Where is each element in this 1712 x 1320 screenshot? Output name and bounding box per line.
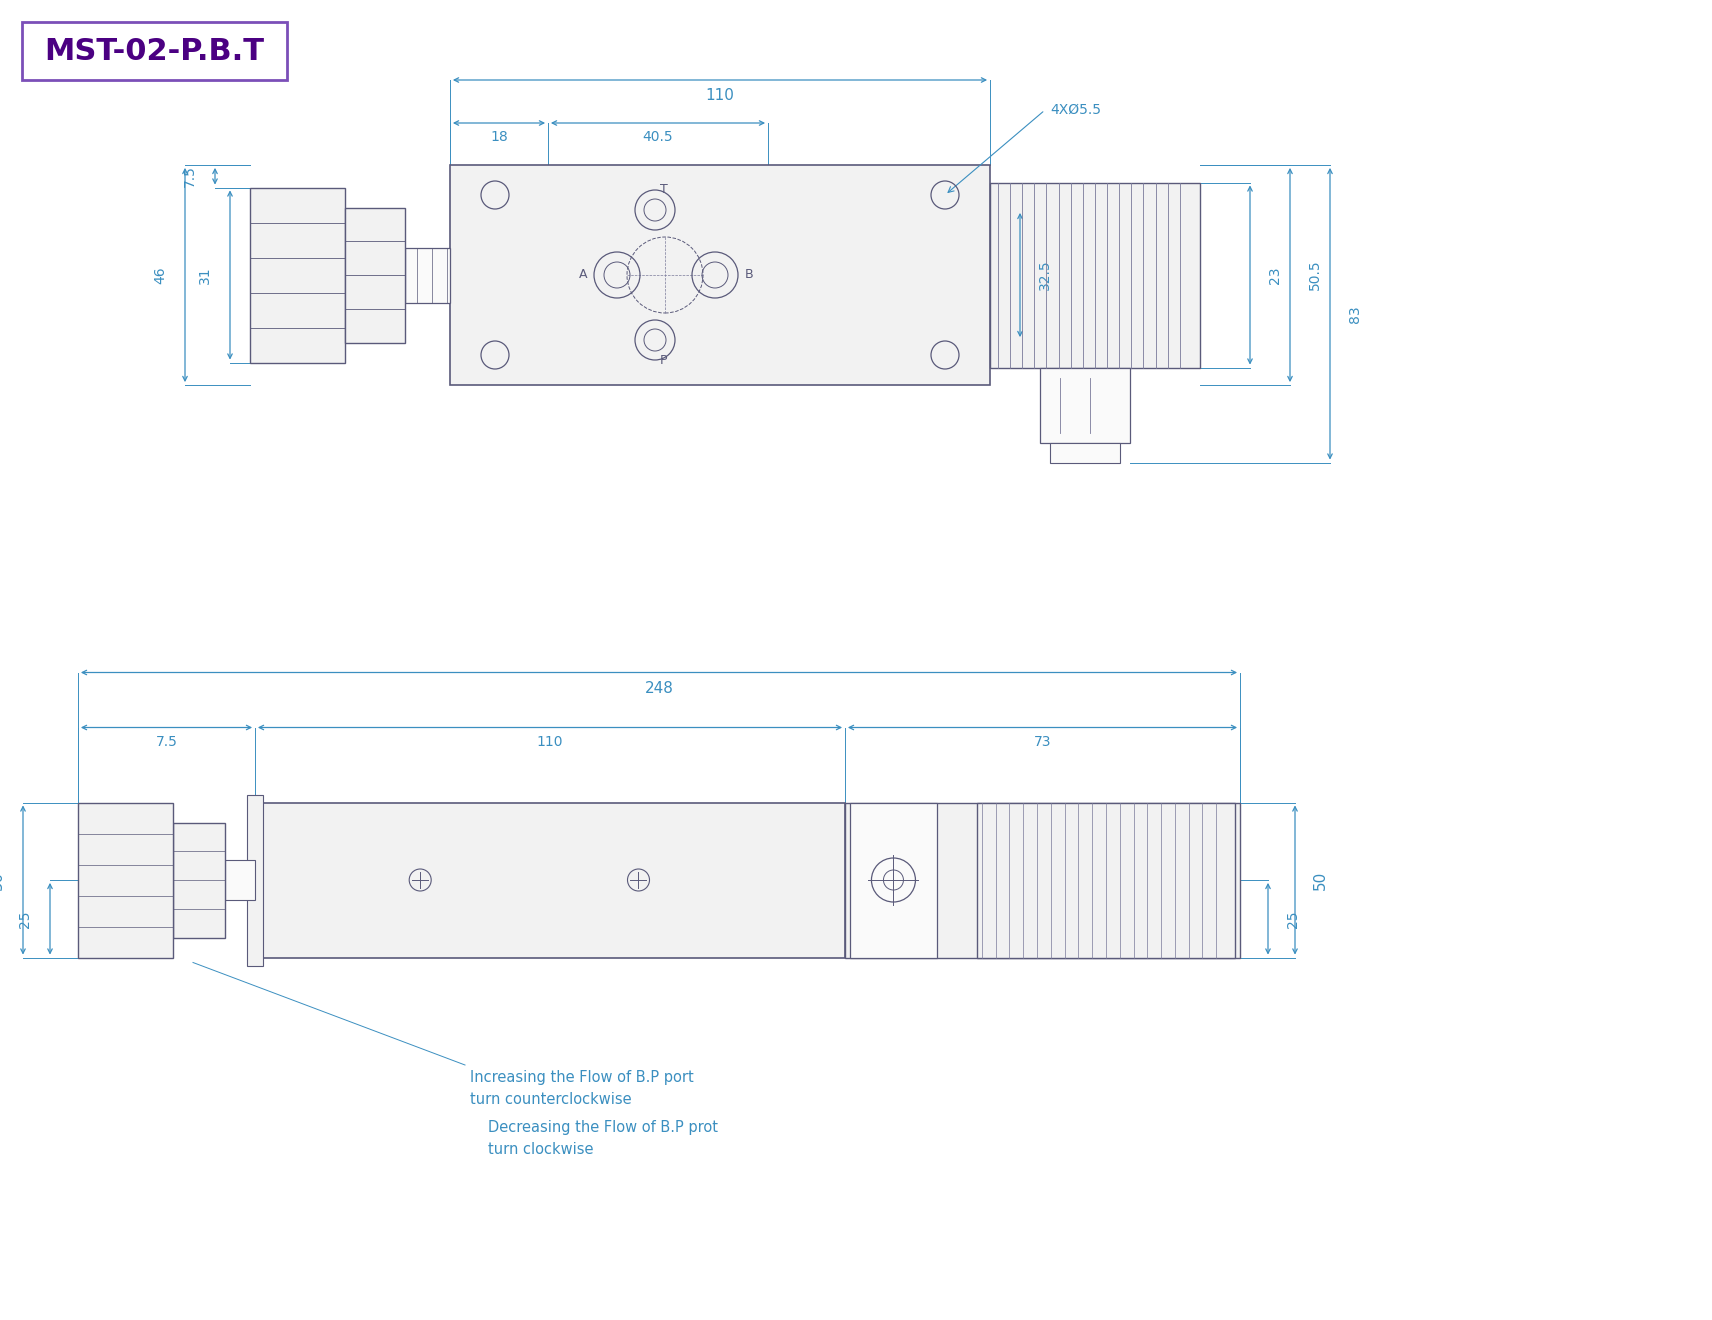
Text: Decreasing the Flow of B.P prot: Decreasing the Flow of B.P prot: [488, 1119, 717, 1135]
Bar: [79, 803, 173, 957]
Text: A: A: [579, 268, 587, 281]
Bar: [849, 803, 936, 957]
Bar: [450, 165, 990, 385]
Text: B: B: [745, 268, 753, 281]
Text: 40.5: 40.5: [642, 129, 673, 144]
Text: 110: 110: [705, 88, 734, 103]
Bar: [247, 795, 264, 965]
Text: 73: 73: [1034, 734, 1051, 748]
Text: 23: 23: [1269, 267, 1282, 284]
Bar: [978, 803, 1234, 957]
Bar: [1039, 367, 1130, 442]
Bar: [346, 207, 406, 342]
Text: Increasing the Flow of B.P port: Increasing the Flow of B.P port: [471, 1071, 693, 1085]
Text: 4XØ5.5: 4XØ5.5: [1049, 103, 1101, 117]
Bar: [255, 803, 846, 957]
Bar: [173, 822, 224, 937]
Bar: [224, 861, 255, 900]
Text: 25: 25: [19, 909, 33, 928]
Bar: [990, 182, 1200, 367]
Text: 18: 18: [490, 129, 508, 144]
Text: 50.5: 50.5: [1308, 260, 1322, 290]
Bar: [250, 187, 346, 363]
Bar: [1049, 442, 1120, 462]
Bar: [846, 803, 1239, 957]
Text: 7.5: 7.5: [156, 734, 178, 748]
Text: 7.5: 7.5: [183, 165, 197, 187]
Text: P: P: [661, 354, 668, 367]
Text: 110: 110: [538, 734, 563, 748]
Text: 32.5: 32.5: [1037, 260, 1051, 290]
Text: 248: 248: [644, 681, 673, 696]
Text: turn counterclockwise: turn counterclockwise: [471, 1092, 632, 1107]
Text: 25: 25: [1286, 909, 1299, 928]
Text: 50: 50: [0, 870, 5, 890]
Text: MST-02-P.B.T: MST-02-P.B.T: [45, 37, 264, 66]
Bar: [22, 22, 288, 81]
Text: turn clockwise: turn clockwise: [488, 1142, 594, 1158]
Text: T: T: [661, 183, 668, 195]
Text: 83: 83: [1347, 305, 1363, 322]
Text: 50: 50: [1313, 870, 1329, 890]
Text: 31: 31: [199, 267, 212, 284]
Text: 46: 46: [152, 267, 168, 284]
Bar: [406, 248, 450, 302]
